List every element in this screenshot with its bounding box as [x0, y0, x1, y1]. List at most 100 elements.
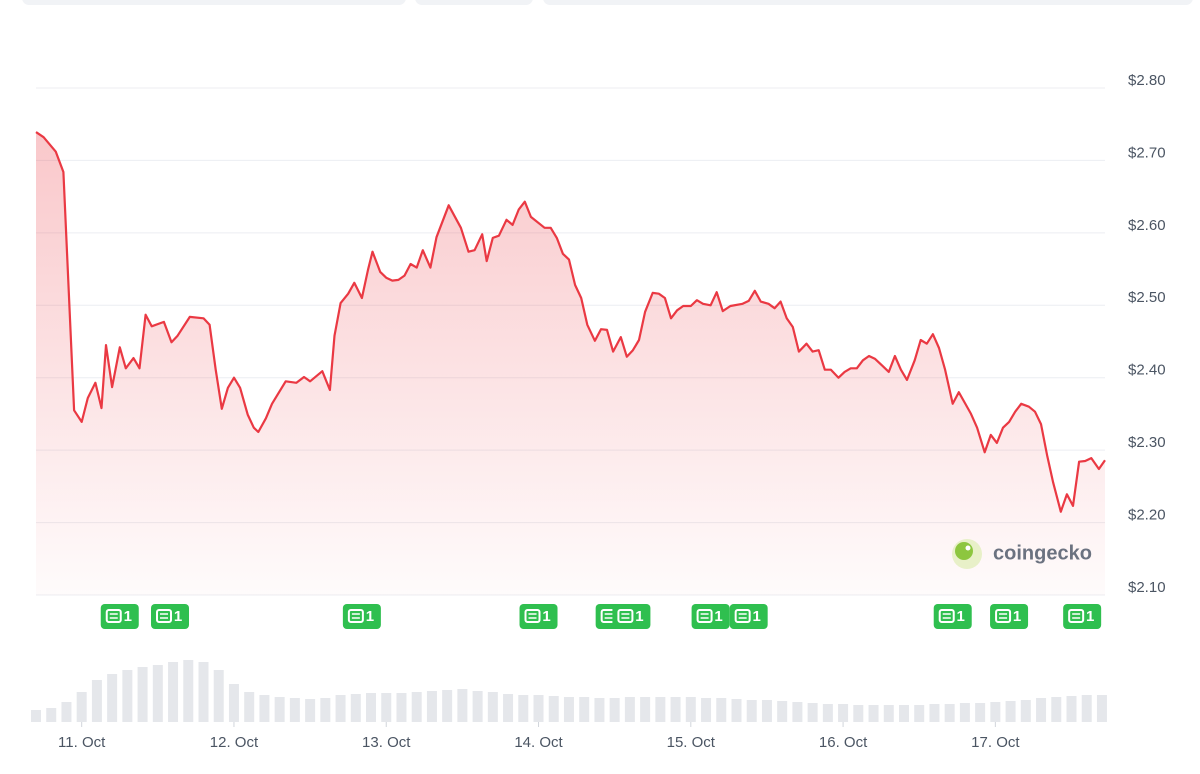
volume-bar [107, 674, 118, 722]
volume-bar [137, 667, 148, 722]
volume-bar [624, 697, 635, 722]
badge-count: 1 [714, 608, 722, 625]
volume-bar [274, 697, 285, 722]
volume-bar [350, 694, 361, 722]
tab-pill[interactable] [415, 0, 533, 5]
badge-icon [995, 609, 1012, 623]
volume-bar [31, 710, 41, 722]
badge-count: 1 [366, 608, 374, 625]
x-tick-label: 11. Oct [58, 734, 106, 751]
volume-bar [701, 698, 712, 722]
tab-pill[interactable] [543, 0, 1193, 5]
volume-bar [746, 700, 757, 722]
news-badge[interactable]: 1 [519, 604, 558, 629]
y-tick-label: $2.10 [1128, 579, 1166, 596]
volume-bar [259, 695, 270, 722]
volume-bar [716, 698, 727, 722]
volume-bar [975, 703, 986, 722]
volume-bar [731, 699, 742, 722]
news-badge[interactable]: 1 [342, 604, 381, 629]
volume-bar [1081, 695, 1092, 722]
volume-bar [883, 705, 894, 722]
volume-bar [1005, 701, 1016, 722]
x-tick-label: 12. Oct [210, 734, 259, 751]
volume-bar [213, 670, 224, 722]
badge-icon [156, 609, 173, 623]
volume-bar [609, 698, 620, 722]
volume-bar [228, 684, 239, 722]
news-badge[interactable]: 1 [1063, 604, 1102, 629]
volume-bar [853, 705, 864, 722]
volume-bar [1020, 700, 1031, 722]
volume-bar [944, 704, 955, 722]
y-tick-label: $2.80 [1128, 72, 1166, 89]
volume-bar [305, 699, 316, 722]
watermark-text: coingecko [993, 542, 1092, 564]
x-tick-label: 16. Oct [819, 734, 868, 751]
news-badge[interactable]: 1 [933, 604, 972, 629]
badge-icon [524, 609, 541, 623]
volume-bar [655, 697, 666, 722]
news-badge[interactable]: 1 [100, 604, 139, 629]
badge-icon [696, 609, 713, 623]
news-badge[interactable]: 1 [729, 604, 768, 629]
volume-bar [533, 695, 544, 722]
volume-bar [1096, 695, 1107, 722]
volume-bar [442, 690, 453, 722]
volume-bar [685, 697, 696, 722]
badge-icon [1068, 609, 1085, 623]
volume-bar [381, 693, 392, 722]
volume-bar [868, 705, 879, 722]
logo [955, 542, 973, 560]
news-badge[interactable]: 1 [990, 604, 1029, 629]
volume-bar [76, 692, 87, 722]
plot [35, 131, 1106, 595]
badge-icon [617, 609, 634, 623]
volume-bar [244, 692, 255, 722]
volume-bar [518, 695, 529, 722]
badge-count: 1 [174, 608, 182, 625]
volume-bar [503, 694, 514, 722]
volume-bar [335, 695, 346, 722]
badge-icon [938, 609, 955, 623]
volume-bar [822, 704, 833, 722]
y-tick-label: $2.50 [1128, 289, 1166, 306]
volume-bar [761, 700, 772, 722]
volume-bar [640, 697, 651, 722]
x-tick-label: 13. Oct [362, 734, 411, 751]
volume-bar [670, 697, 681, 722]
y-tick-label: $2.70 [1128, 144, 1166, 161]
volume-bar [1051, 697, 1062, 722]
volume-bar [61, 702, 72, 722]
badge-icon [105, 609, 122, 623]
volume-bar [168, 662, 179, 722]
x-tick-label: 15. Oct [667, 734, 716, 751]
tab-pill[interactable] [22, 0, 406, 5]
news-badge[interactable]: 1 [151, 604, 190, 629]
volume-bar [898, 705, 909, 722]
x-tick-label: 17. Oct [971, 734, 1020, 751]
volume-bar [411, 692, 422, 722]
badge-icon [734, 609, 751, 623]
volume-bar [1066, 696, 1077, 722]
events: 11111111111 [100, 604, 1102, 629]
badge-count: 1 [124, 608, 132, 625]
volume-bar [777, 701, 788, 722]
volume-bar [46, 708, 57, 722]
volume-bar [183, 660, 194, 722]
price-line [35, 131, 1106, 513]
badge-count: 1 [635, 608, 643, 625]
y-tick-label: $2.20 [1128, 507, 1166, 524]
badge-count: 1 [1086, 608, 1094, 625]
x-tick-label: 14. Oct [514, 734, 563, 751]
volume-bar [289, 698, 300, 722]
volume-bar [990, 702, 1001, 722]
volume-bar [122, 670, 133, 722]
price-area [36, 132, 1105, 595]
volume-bar [91, 680, 102, 722]
news-badge[interactable]: 1 [612, 604, 651, 629]
logo [965, 545, 971, 551]
volume-bar [807, 703, 818, 722]
volume-bar [838, 704, 849, 722]
news-badge[interactable]: 1 [691, 604, 730, 629]
